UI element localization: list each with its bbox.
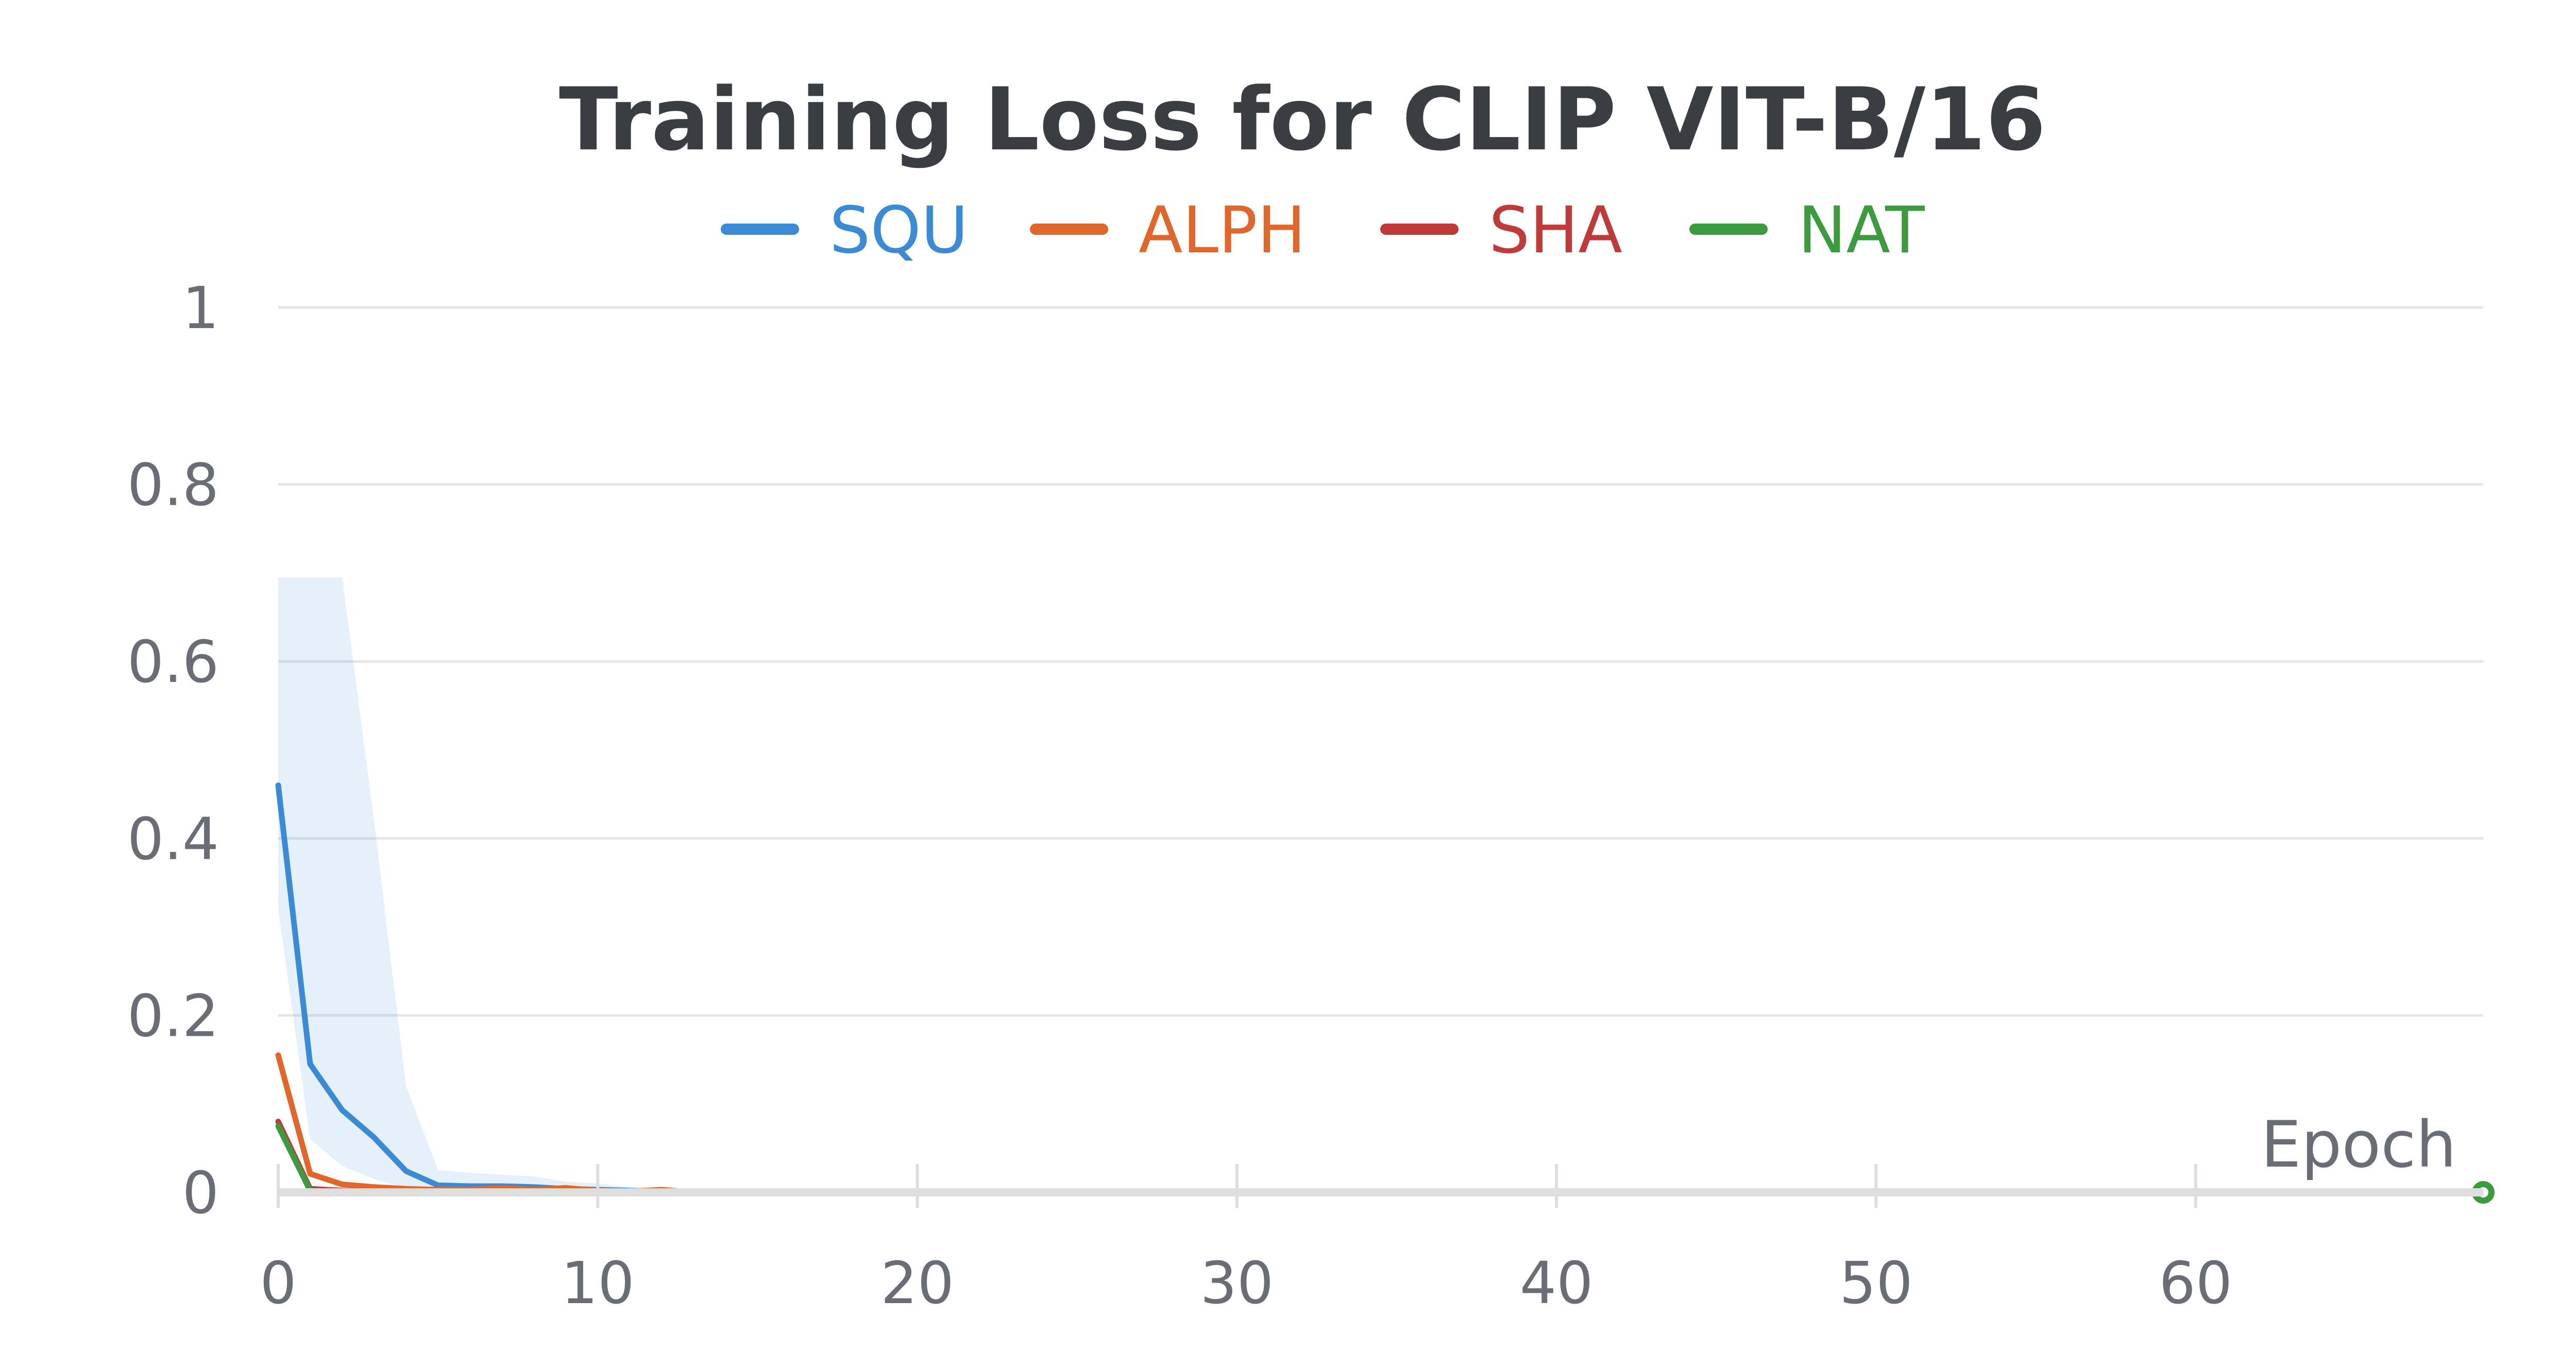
y-tick-label: 0.4 [127,806,219,873]
y-tick-label: 0.2 [127,983,219,1050]
series-line-nat [275,1123,2486,1195]
legend-label-sha: SHA [1489,193,1622,268]
legend-label-nat: NAT [1798,193,1925,268]
series-lines [275,782,2495,1204]
y-axis-ticks: 0 0.2 0.4 0.6 0.8 1 [127,275,219,1227]
legend-label-alph: ALPH [1139,193,1306,268]
x-tick-label: 10 [561,1250,635,1317]
confidence-band [278,577,694,1192]
y-tick-label: 0.6 [127,629,219,696]
x-tick-label: 40 [1520,1250,1594,1317]
y-tick-label: 0.8 [127,452,219,519]
x-tick-label: 30 [1200,1250,1274,1317]
x-tick-label: 50 [1839,1250,1913,1317]
x-axis-label: Epoch [2261,1108,2456,1182]
legend: SQU ALPH SHA NAT [721,193,1925,268]
grid-lines [278,306,2483,1017]
y-tick-label: 0 [182,1160,219,1227]
y-tick-label: 1 [182,275,219,342]
x-tick-label: 20 [880,1250,954,1317]
x-tick-label: 60 [2159,1250,2232,1317]
band-squ [278,577,694,1192]
x-axis-ticks: 0 10 20 30 40 50 60 [260,1250,2232,1317]
x-axis [277,1164,2483,1208]
x-tick-label: 0 [260,1250,296,1317]
chart-title: Training Loss for CLIP VIT-B/16 [559,69,2046,170]
legend-label-squ: SQU [829,193,968,268]
